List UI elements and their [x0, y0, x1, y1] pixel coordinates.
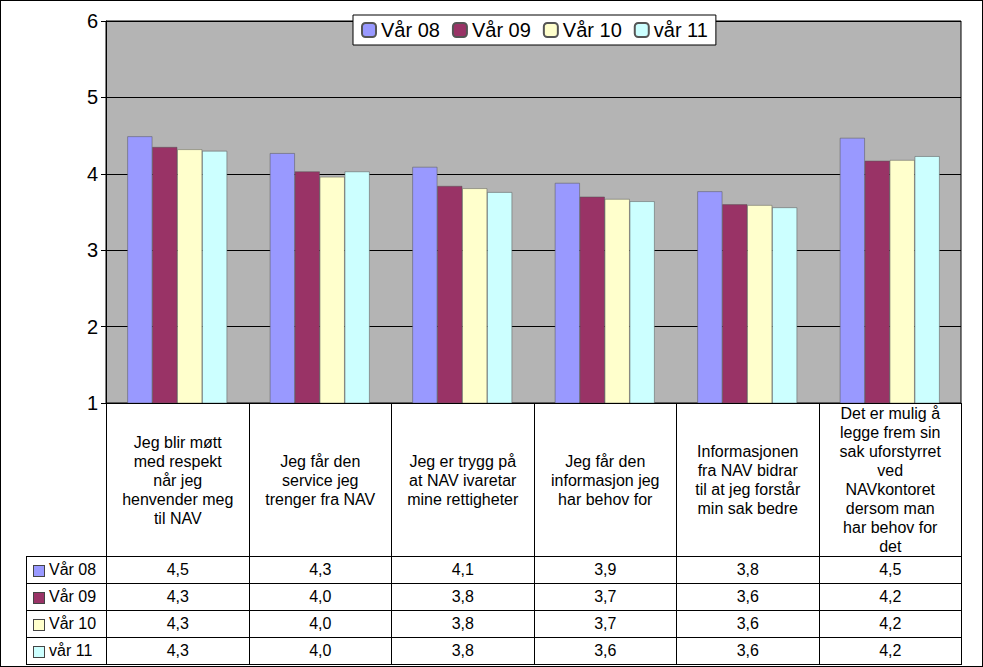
- html-text:Jeg får den service jeg trenge: Jeg får den service jeg trenger fra NAV: [265, 452, 376, 508]
- html-text:4,3: 4,3: [166, 588, 189, 605]
- svg-text:1: 1: [86, 392, 98, 414]
- svg-text:2: 2: [87, 316, 98, 338]
- html-text:vår 11: vår 11: [49, 642, 93, 659]
- html-text:3,8: 3,8: [736, 561, 759, 578]
- html-text:4,5: 4,5: [166, 561, 189, 578]
- html-text:4,0: 4,0: [309, 615, 332, 632]
- html-text:4,0: 4,0: [309, 588, 332, 605]
- svg-text:6: 6: [87, 10, 98, 32]
- html-text:Vår 08: Vår 08: [49, 561, 97, 578]
- html-text:4,1: 4,1: [451, 561, 474, 578]
- svg-text:3: 3: [87, 239, 98, 261]
- html-text:3,8: 3,8: [451, 642, 474, 659]
- html-text:3,6: 3,6: [736, 588, 759, 605]
- html-text:Vår 09: Vår 09: [49, 588, 97, 605]
- html-text:3,8: 3,8: [451, 588, 474, 605]
- html-text:Informasjonen fra NAV bidrar t: Informasjonen fra NAV bidrar til at jeg …: [695, 443, 801, 517]
- html-text:4,5: 4,5: [879, 561, 902, 578]
- html-text:4,2: 4,2: [879, 615, 902, 632]
- svg-text:Vår 09: Vår 09: [472, 19, 531, 41]
- svg-text:4: 4: [87, 163, 98, 185]
- html-text:3,6: 3,6: [736, 615, 759, 632]
- html-text:3,7: 3,7: [594, 615, 617, 632]
- html-text:3,6: 3,6: [594, 642, 617, 659]
- html-text:3,7: 3,7: [594, 588, 617, 605]
- html-text:3,6: 3,6: [736, 642, 759, 659]
- html-text:3,8: 3,8: [451, 615, 474, 632]
- html-text:Vår 10: Vår 10: [49, 615, 97, 632]
- html-text:Jeg blir møtt med respekt når: Jeg blir møtt med respekt når jeg henven…: [122, 433, 234, 527]
- html-text:3,9: 3,9: [594, 561, 617, 578]
- html-text:4,2: 4,2: [879, 642, 902, 659]
- html-text:4,2: 4,2: [879, 588, 902, 605]
- svg-text:vår 11: vår 11: [654, 19, 708, 41]
- svg-text:Vår 10: Vår 10: [563, 19, 622, 41]
- html-text:4,3: 4,3: [166, 615, 189, 632]
- html-text:4,3: 4,3: [309, 561, 332, 578]
- html-text:Det er mulig å legge frem sin: Det er mulig å legge frem sin sak uforst…: [839, 405, 941, 555]
- html-text:4,3: 4,3: [166, 642, 189, 659]
- html-text:4,0: 4,0: [309, 642, 332, 659]
- svg-text:Vår 08: Vår 08: [381, 19, 440, 41]
- html-text:Jeg får den informasjon jeg ha: Jeg får den informasjon jeg har behov fo…: [551, 452, 660, 508]
- svg-text:5: 5: [87, 86, 98, 108]
- html-text:Jeg er trygg på at NAV ivareta: Jeg er trygg på at NAV ivaretar mine ret…: [407, 452, 519, 508]
